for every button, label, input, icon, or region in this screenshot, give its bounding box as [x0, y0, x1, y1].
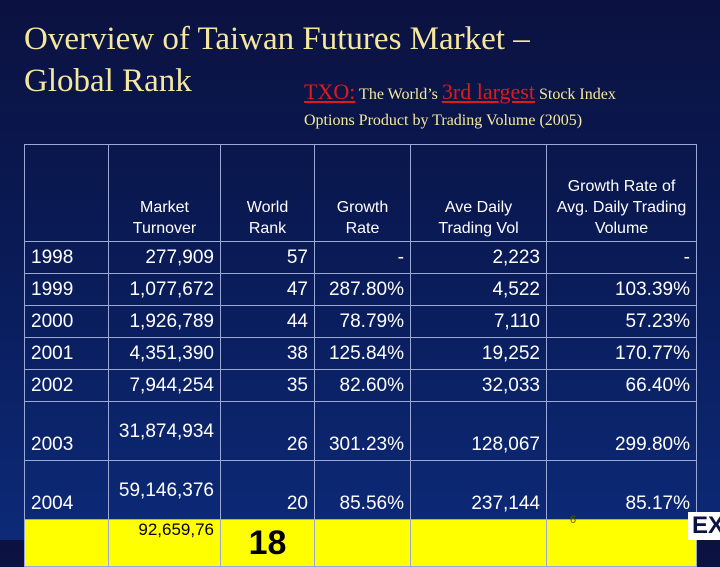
cell-avg-growth: 66.40%: [546, 369, 697, 402]
cell-turnover: 1,926,789: [108, 305, 221, 338]
cell-growth: 82.60%: [314, 369, 411, 402]
cell-growth: 78.79%: [314, 305, 411, 338]
txo-label: TXO:: [304, 79, 356, 104]
cell-turnover: 7,944,254: [108, 369, 221, 402]
cell-rank: 38: [220, 337, 315, 370]
cell-growth: -: [314, 241, 411, 274]
cell-growth: 287.80%: [314, 273, 411, 306]
header-ave-daily-trading-vol: Ave Daily Trading Vol: [410, 144, 547, 242]
cell-rank: 35: [220, 369, 315, 402]
cell-rank: 44: [220, 305, 315, 338]
cell-growth: 125.84%: [314, 337, 411, 370]
cell-rank: 26: [220, 401, 315, 461]
cell-rank: 57: [220, 241, 315, 274]
header-growth-rate: Growth Rate: [314, 144, 411, 242]
header-market-turnover: Market Turnover: [108, 144, 221, 242]
table-row: 2000 1,926,789 44 78.79% 7,110 57.23%: [24, 305, 697, 338]
cell-avg-growth: 57.23%: [546, 305, 697, 338]
slide-title: Overview of Taiwan Futures Market – Glob…: [24, 18, 530, 102]
cell-turnover: 1,077,672: [108, 273, 221, 306]
cell-avg-growth: 85.17%: [546, 460, 697, 520]
cell-rank: 20: [220, 460, 315, 520]
cell-avg-vol: 7,110: [410, 305, 547, 338]
cell-avg-growth: -: [546, 241, 697, 274]
cell-year: 2004: [24, 460, 109, 520]
table-row: 2002 7,944,254 35 82.60% 32,033 66.40%: [24, 369, 697, 402]
subtitle-part-2: Stock Index: [534, 86, 616, 103]
cell-avg-vol: 128,067: [410, 401, 547, 461]
cell-growth: 301.23%: [314, 401, 411, 461]
cell-avg-growth: 170.77%: [546, 337, 697, 370]
cell-year: 2001: [24, 337, 109, 370]
table-row: 1998 277,909 57 - 2,223 -: [24, 241, 697, 274]
cell-turnover: 59,146,376: [108, 460, 221, 520]
cell-growth: 85.56%: [314, 460, 411, 520]
table-row-highlight: 92,659,76 18: [24, 519, 697, 567]
cell-year: 2002: [24, 369, 109, 402]
cell-turnover: 277,909: [108, 241, 221, 274]
cell-year: 2003: [24, 401, 109, 461]
cell-avg-vol: 32,033: [410, 369, 547, 402]
header-growth-rate-avg-daily: Growth Rate of Avg. Daily Trading Volume: [546, 144, 697, 242]
cell-rank: 47: [220, 273, 315, 306]
title-line-2: Global Rank: [24, 63, 192, 99]
header-world-rank: World Rank: [220, 144, 315, 242]
cell-year: 1999: [24, 273, 109, 306]
subtitle-line-2: Options Product by Trading Volume (2005): [304, 112, 583, 129]
rank-table: Market Turnover World Rank Growth Rate A…: [24, 144, 697, 567]
cell-year: [24, 519, 109, 567]
largest-label: 3rd largest: [441, 79, 535, 104]
slide-subtitle: TXO: The World’s 3rd largest Stock Index…: [304, 79, 616, 134]
table-row: 1999 1,077,672 47 287.80% 4,522 103.39%: [24, 273, 697, 306]
cell-avg-growth: [546, 519, 697, 567]
table-row: 2004 59,146,376 20 85.56% 237,144 85.17%: [24, 460, 697, 520]
page-number: 6: [570, 514, 577, 526]
cell-rank: 18: [220, 519, 315, 567]
header-year: [24, 144, 109, 242]
table-header-row: Market Turnover World Rank Growth Rate A…: [24, 144, 697, 242]
cell-turnover: 92,659,76: [108, 519, 221, 567]
logo-text: EX: [688, 512, 720, 540]
cell-growth: [314, 519, 411, 567]
cell-avg-growth: 103.39%: [546, 273, 697, 306]
cell-year: 1998: [24, 241, 109, 274]
table-row: 2003 31,874,934 26 301.23% 128,067 299.8…: [24, 401, 697, 461]
cell-avg-vol: 2,223: [410, 241, 547, 274]
subtitle-part-1: The World’s: [355, 86, 442, 103]
cell-turnover: 31,874,934: [108, 401, 221, 461]
cell-avg-vol: 19,252: [410, 337, 547, 370]
table-row: 2001 4,351,390 38 125.84% 19,252 170.77%: [24, 337, 697, 370]
cell-avg-vol: 4,522: [410, 273, 547, 306]
cell-avg-vol: 237,144: [410, 460, 547, 520]
title-line-1: Overview of Taiwan Futures Market –: [24, 21, 530, 57]
cell-year: 2000: [24, 305, 109, 338]
cell-turnover: 4,351,390: [108, 337, 221, 370]
cell-avg-growth: 299.80%: [546, 401, 697, 461]
cell-avg-vol: [410, 519, 547, 567]
